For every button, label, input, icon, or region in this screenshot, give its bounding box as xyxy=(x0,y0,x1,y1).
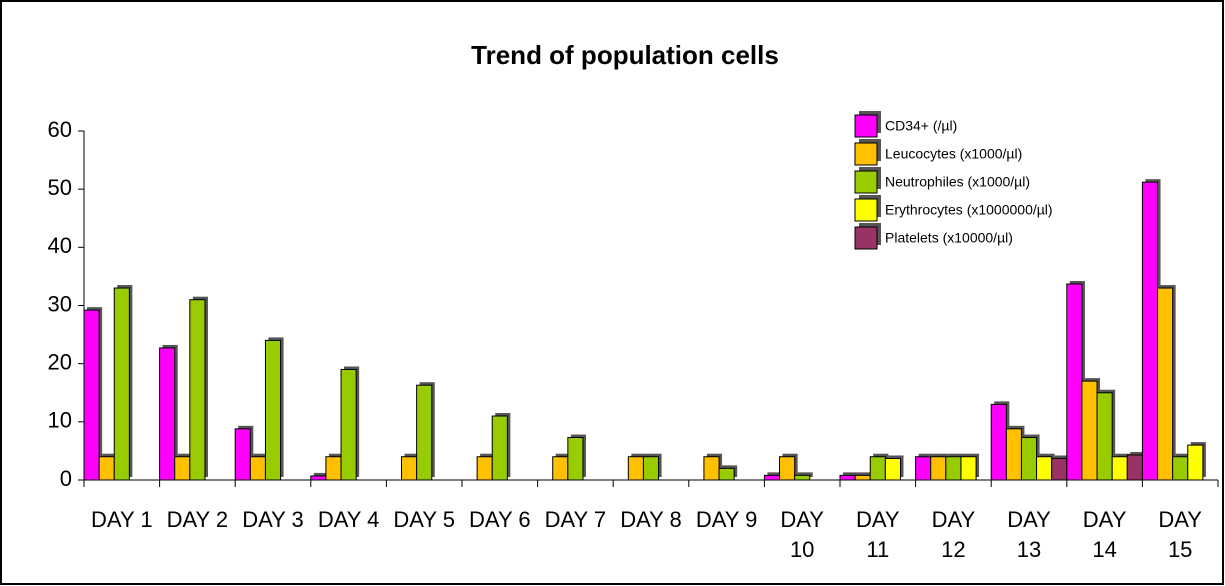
bar xyxy=(763,474,781,481)
y-tick-label: 30 xyxy=(48,291,72,316)
x-tick-label: DAY 10 xyxy=(780,507,824,562)
bar xyxy=(1005,428,1022,481)
x-tick-label: DAY 8 xyxy=(620,507,682,532)
bar xyxy=(174,456,191,481)
legend-swatch xyxy=(854,114,878,138)
x-tick-label: DAY 9 xyxy=(695,507,758,532)
bar xyxy=(552,456,569,481)
bar xyxy=(703,456,720,481)
bar xyxy=(1066,283,1083,481)
y-tick-label: 0 xyxy=(60,466,72,491)
legend-label: Platelets (x10000/µl) xyxy=(885,230,1013,246)
y-tick-label: 10 xyxy=(48,408,72,433)
bar xyxy=(189,299,206,481)
legend-label: Erythrocytes (x1000000/µl) xyxy=(885,202,1053,218)
legend-label: Neutrophiles (x1000/µl) xyxy=(885,174,1030,190)
bar xyxy=(416,384,433,481)
x-tick-label: DAY 3 xyxy=(242,507,304,532)
bar xyxy=(930,456,947,481)
bar xyxy=(310,475,327,481)
bar xyxy=(915,456,932,481)
bar xyxy=(869,456,886,481)
bar xyxy=(264,339,282,481)
bar-shadow xyxy=(797,472,813,477)
legend-swatch xyxy=(854,142,878,166)
y-tick-label: 60 xyxy=(48,117,72,142)
bar xyxy=(567,437,584,481)
legend-label: CD34+ (/µl) xyxy=(885,118,957,134)
bar xyxy=(83,309,100,481)
bar xyxy=(1096,392,1113,481)
bar xyxy=(1141,181,1159,481)
bar xyxy=(340,368,357,481)
bar xyxy=(1172,456,1189,481)
bar xyxy=(627,456,644,481)
bar xyxy=(476,456,493,481)
bar xyxy=(1081,380,1098,481)
bar-shadow xyxy=(843,472,859,477)
x-tick-label: DAY 15 xyxy=(1158,507,1202,562)
bar xyxy=(1051,457,1068,481)
x-tick-label: DAY 7 xyxy=(544,507,607,532)
legend-label: Leucocytes (x1000/µl) xyxy=(885,146,1022,162)
bar xyxy=(491,415,508,481)
bar xyxy=(234,428,251,481)
chart-title: Trend of population cells xyxy=(471,40,779,70)
y-tick-label: 50 xyxy=(48,175,72,200)
bar xyxy=(1157,287,1174,481)
bar xyxy=(1126,454,1143,481)
bar xyxy=(325,456,342,481)
bar xyxy=(249,456,266,481)
x-tick-label: DAY 14 xyxy=(1082,507,1127,562)
y-tick-label: 40 xyxy=(48,233,72,258)
legend-swatch xyxy=(854,170,878,194)
x-tick-label: DAY 4 xyxy=(317,507,380,532)
bar xyxy=(642,456,660,481)
legend-swatch xyxy=(854,226,878,250)
bar xyxy=(945,456,962,481)
bar-shadow xyxy=(858,472,874,477)
bar xyxy=(960,456,977,481)
bar-shadow xyxy=(313,472,329,477)
bar xyxy=(98,456,115,481)
bar-shadow xyxy=(767,472,783,477)
x-tick-label: DAY 11 xyxy=(855,507,900,562)
x-tick-label: DAY 1 xyxy=(91,507,153,532)
y-tick-label: 20 xyxy=(48,349,72,374)
bar xyxy=(113,287,130,481)
bar xyxy=(401,456,418,481)
bar xyxy=(1020,437,1038,481)
bar xyxy=(884,457,901,481)
x-tick-label: DAY 12 xyxy=(931,507,976,562)
x-tick-label: DAY 2 xyxy=(166,507,229,532)
bar xyxy=(1111,456,1128,481)
bar xyxy=(159,347,176,481)
x-tick-label: DAY 5 xyxy=(393,507,455,532)
bar xyxy=(990,403,1007,481)
x-tick-label: DAY 13 xyxy=(1007,507,1051,562)
bar xyxy=(718,467,735,481)
bar xyxy=(794,474,811,481)
legend-swatch xyxy=(854,198,878,222)
bar xyxy=(779,456,796,481)
x-tick-label: DAY 6 xyxy=(469,507,531,532)
bar xyxy=(1187,444,1204,481)
bar xyxy=(854,474,871,481)
bar xyxy=(1036,456,1053,481)
bar xyxy=(839,474,856,481)
